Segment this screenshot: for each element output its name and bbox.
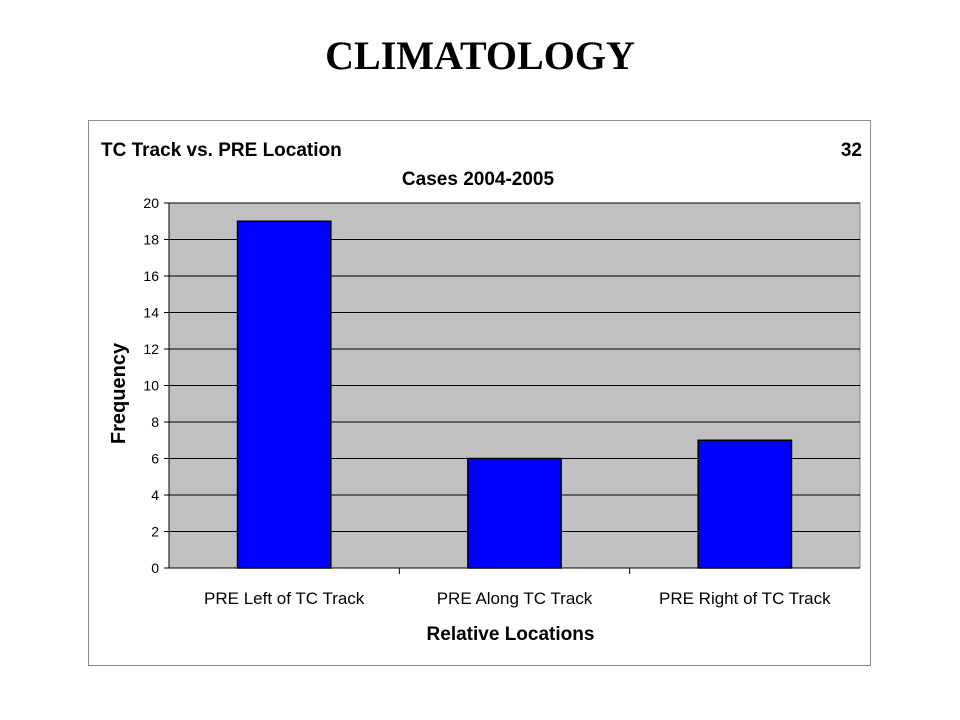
y-tick-label: 18 xyxy=(143,232,159,248)
y-tick-label: 10 xyxy=(143,378,159,394)
x-tick-label: PRE Left of TC Track xyxy=(204,589,365,608)
y-tick-labels: 0 2 4 6 8 10 12 14 16 18 20 xyxy=(143,195,159,576)
bar xyxy=(236,220,332,569)
y-tick-label: 12 xyxy=(143,341,159,357)
y-tick-label: 2 xyxy=(151,524,159,540)
chart-title-number: 32 xyxy=(841,140,862,161)
chart-title: TC Track vs. PRE Location xyxy=(101,140,342,161)
y-axis-label: Frequency xyxy=(108,342,130,444)
bar xyxy=(467,457,562,569)
y-tick-label: 14 xyxy=(143,305,159,321)
y-tick-label: 20 xyxy=(143,195,159,211)
bar xyxy=(697,439,793,569)
bar-chart: TC Track vs. PRE Location 32 Cases 2004-… xyxy=(101,140,862,645)
x-tick-labels: PRE Left of TC Track PRE Along TC Track PR… xyxy=(204,589,831,608)
chart-frame: TC Track vs. PRE Location 32 Cases 2004-… xyxy=(88,120,871,666)
x-tick-label: PRE Right of TC Track xyxy=(659,589,831,608)
y-tick-label: 8 xyxy=(151,414,159,430)
x-axis-label: Relative Locations xyxy=(427,624,595,645)
y-tick-label: 4 xyxy=(151,487,159,503)
slide-title: CLIMATOLOGY xyxy=(325,33,635,78)
y-tick-label: 16 xyxy=(143,268,159,284)
y-tick-label: 0 xyxy=(151,560,159,576)
y-tick-label: 6 xyxy=(151,451,159,467)
chart-subtitle: Cases 2004-2005 xyxy=(402,169,555,190)
axes xyxy=(164,202,860,574)
x-tick-label: PRE Along TC Track xyxy=(437,589,593,608)
